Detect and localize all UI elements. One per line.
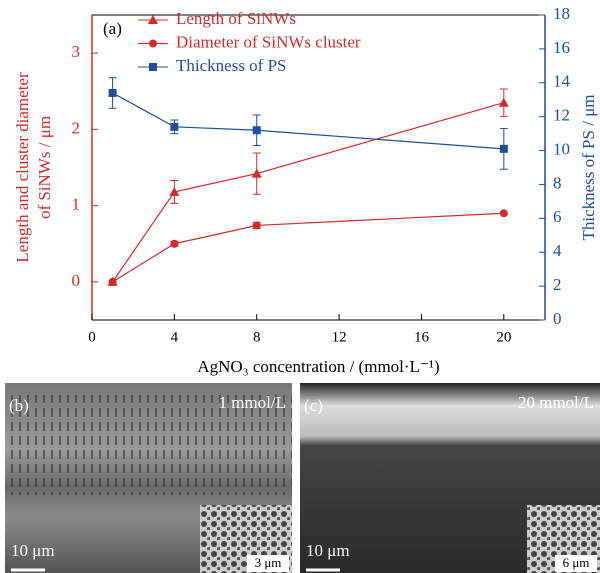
point: [149, 40, 157, 48]
point: [170, 240, 178, 248]
y-tick-label: 1: [72, 195, 81, 214]
x-tick-label: 16: [414, 329, 430, 345]
point: [109, 278, 117, 286]
point: [253, 126, 261, 134]
chart: 0481216200123024681012141618AgNO₃ concen…: [0, 0, 600, 573]
y2-tick-label: 16: [553, 38, 570, 57]
scale-bar-label: 10 μm: [11, 541, 55, 560]
legend-label: Length of SiNWs: [176, 9, 296, 28]
legend-label: Diameter of SiNWs cluster: [176, 32, 361, 51]
y-tick-label: 0: [72, 271, 81, 290]
image-label: (b): [9, 396, 29, 415]
y2-tick-label: 4: [553, 241, 562, 260]
scale-bar-label: 10 μm: [306, 541, 350, 560]
y2-tick-label: 14: [553, 72, 571, 91]
inset-scale-label: 6 μm: [563, 555, 590, 570]
x-tick-label: 8: [253, 329, 261, 345]
point: [253, 221, 261, 229]
x-tick-label: 0: [88, 329, 96, 345]
y2-tick-label: 0: [553, 309, 562, 328]
y-axis-label: Length and cluster diameter: [13, 72, 32, 263]
image-condition: 20 mmol/L: [518, 393, 594, 412]
point: [109, 89, 117, 97]
point: [500, 145, 508, 153]
image-condition: 1 mmol/L: [218, 393, 286, 412]
x-tick-label: 4: [171, 329, 179, 345]
x-axis-label: AgNO₃ concentration / (mmol·L⁻¹): [197, 357, 439, 376]
y2-tick-label: 18: [553, 4, 570, 23]
panel-label: (a): [103, 19, 122, 38]
y-axis-label: of SiNWs / μm: [35, 116, 54, 219]
legend-label: Thickness of PS: [176, 56, 287, 75]
figure: 0481216200123024681012141618AgNO₃ concen…: [0, 0, 600, 573]
y2-axis-label: Thickness of PS / μm: [579, 94, 598, 240]
y2-tick-label: 10: [553, 139, 570, 158]
y2-tick-label: 2: [553, 275, 562, 294]
point: [170, 123, 178, 131]
y2-tick-label: 8: [553, 173, 562, 192]
y2-tick-label: 6: [553, 207, 562, 226]
y2-tick-label: 12: [553, 106, 570, 125]
y-tick-label: 2: [72, 118, 81, 137]
x-tick-label: 12: [332, 329, 347, 345]
series-line: [113, 213, 504, 282]
inset-scale-label: 3 μm: [255, 555, 282, 570]
point: [149, 63, 157, 71]
y-tick-label: 3: [72, 42, 81, 61]
image-label: (c): [304, 396, 323, 415]
series-line: [113, 93, 504, 149]
x-tick-label: 20: [496, 329, 511, 345]
point: [500, 209, 508, 217]
point: [499, 98, 509, 107]
